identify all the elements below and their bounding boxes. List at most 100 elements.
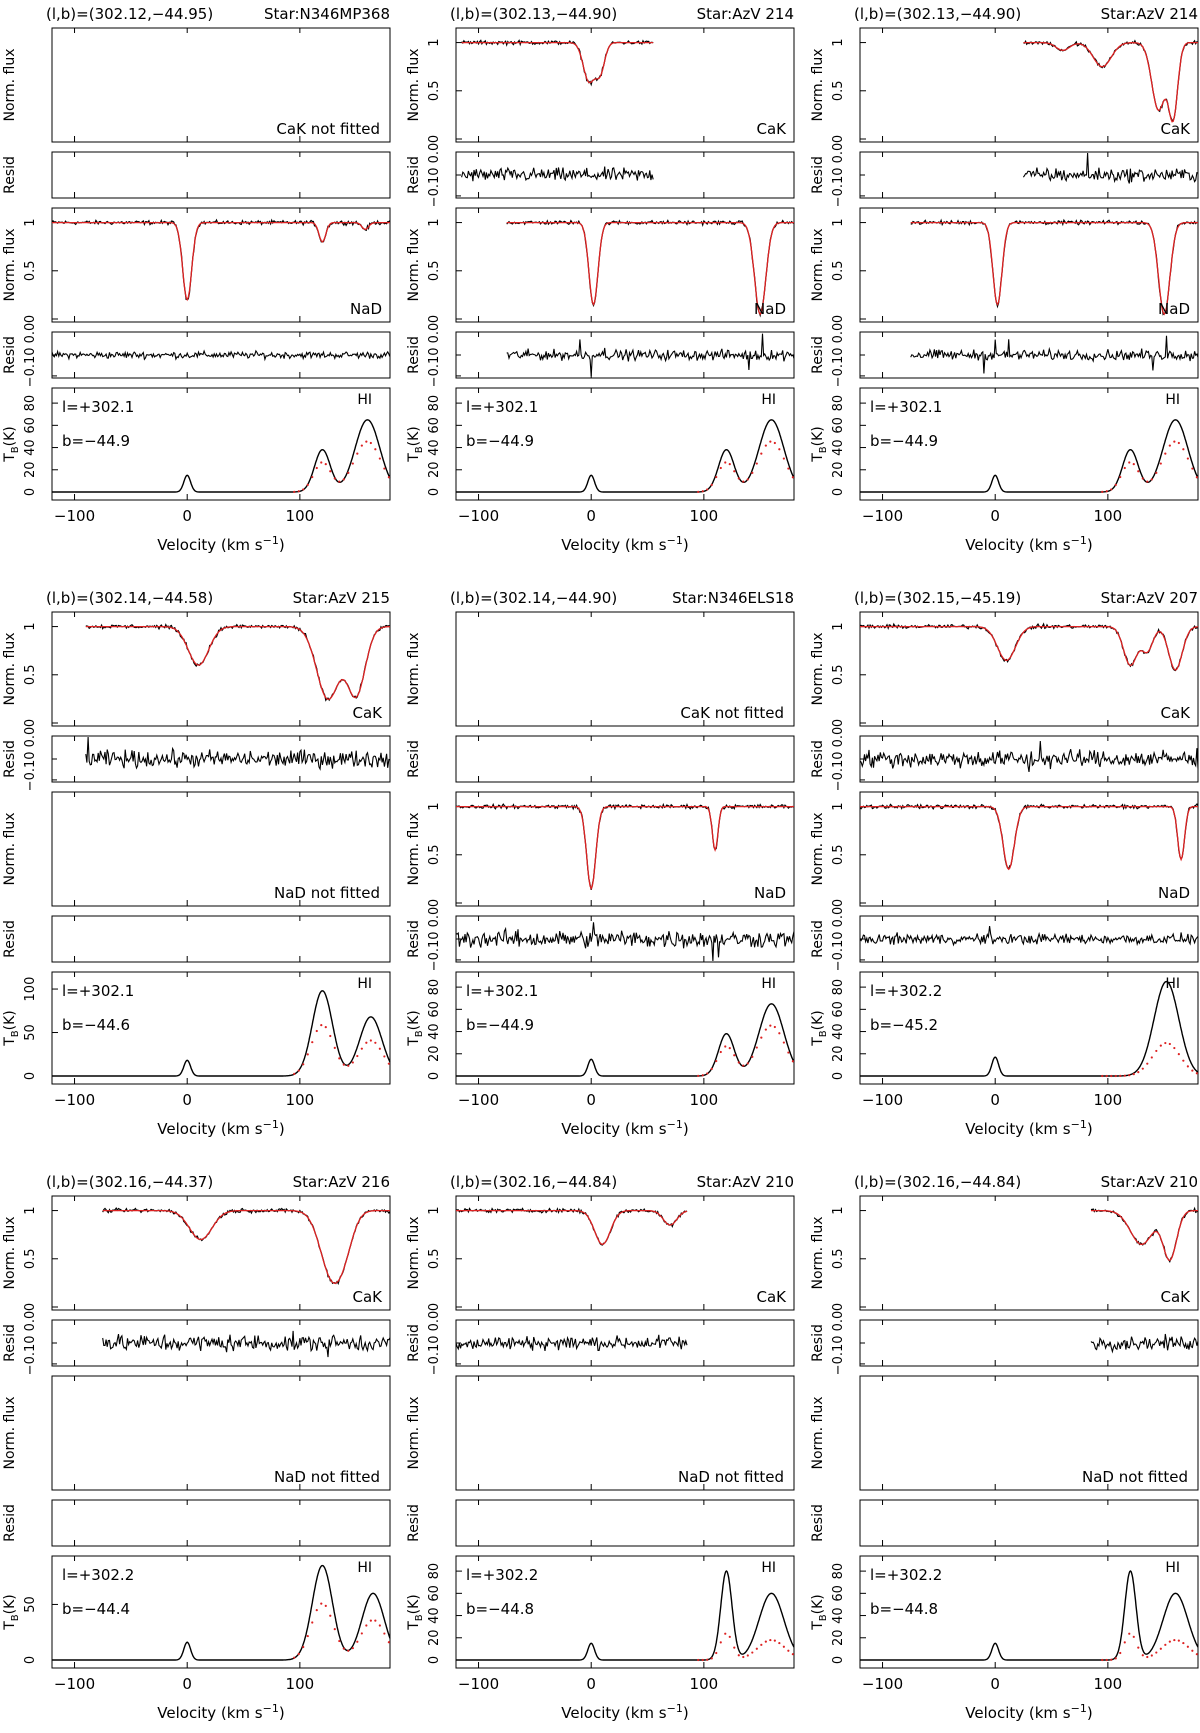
hi-model-dot bbox=[302, 1063, 305, 1066]
panel-star-name: Star:AzV 214 bbox=[1101, 5, 1198, 23]
hi-species-label: HI bbox=[357, 1560, 372, 1576]
nad-resid-ylabel: Resid bbox=[810, 1504, 826, 1542]
nad-flux-species-label: NaD bbox=[350, 300, 382, 318]
hi-model-dot bbox=[760, 1643, 763, 1646]
hi-frame bbox=[455, 387, 795, 501]
hi-model-dot bbox=[1132, 1635, 1135, 1638]
hi-model-dot bbox=[742, 1655, 745, 1659]
hi-model-dot bbox=[1110, 488, 1113, 491]
hi-ytick-label: 50 bbox=[23, 1024, 38, 1041]
hi-ytick-label: 60 bbox=[427, 1585, 442, 1602]
hi-model-dot bbox=[773, 1025, 776, 1029]
hi-ytick-label: 60 bbox=[427, 1001, 442, 1018]
hi-ytick-label: 40 bbox=[427, 439, 442, 456]
nad-resid-residual-line bbox=[51, 349, 391, 362]
nad-flux-frame bbox=[859, 1375, 1199, 1491]
hi-model-dot bbox=[769, 1024, 772, 1027]
nad-resid-ytick-labels: −0.10 0.0 bbox=[831, 323, 846, 388]
hi-model-dot bbox=[387, 476, 390, 479]
hi-model-dot bbox=[1123, 466, 1126, 470]
hi-model-dot bbox=[1168, 444, 1171, 447]
sightline-panel: (l,b)=(302.12,−44.95) Star:N346MP368 Norm.… bbox=[2, 5, 391, 554]
hi-ytick-label: 20 bbox=[427, 462, 442, 479]
hi-model-dot bbox=[315, 1029, 318, 1033]
nad-flux-observed-spectrum bbox=[51, 218, 391, 301]
hi-model-dot bbox=[769, 1638, 772, 1642]
x-tick-label: 0 bbox=[182, 507, 192, 525]
hi-model-dot bbox=[737, 477, 740, 480]
hi-model-dot bbox=[697, 490, 700, 493]
cak-resid-residual-line bbox=[461, 166, 654, 182]
cak-flux-fit-model bbox=[461, 41, 654, 84]
hi-model-dot bbox=[315, 1609, 318, 1612]
panel-coordinates: (l,b)=(302.12,−44.95) bbox=[46, 5, 213, 23]
x-tick-label: 0 bbox=[990, 1091, 1000, 1109]
hi-brightness-profile bbox=[456, 419, 795, 493]
hi-model-dot bbox=[360, 1047, 363, 1050]
hi-model-dot bbox=[742, 480, 745, 483]
hi-ytick-label: 60 bbox=[23, 417, 38, 434]
hi-l-label: l=+302.2 bbox=[870, 1566, 942, 1584]
hi-brightness-profile bbox=[456, 1003, 795, 1077]
hi-model-dot bbox=[715, 475, 718, 479]
cak-resid-ylabel: Resid bbox=[2, 1324, 18, 1362]
y-tick-label: 1 bbox=[427, 218, 442, 226]
hi-model-dot bbox=[778, 1641, 781, 1645]
hi-frame bbox=[859, 971, 1199, 1085]
hi-model-dot bbox=[1146, 1655, 1149, 1659]
hi-model-dot bbox=[342, 478, 345, 481]
cak-flux-fit-model bbox=[1091, 1209, 1198, 1262]
panel-star-name: Star:AzV 207 bbox=[1101, 589, 1198, 607]
y-tick-label: 1 bbox=[23, 218, 38, 226]
cak-resid-frame bbox=[51, 151, 391, 199]
hi-model-dot bbox=[1191, 467, 1194, 470]
hi-ytick-label: 40 bbox=[427, 1607, 442, 1624]
x-axis-label: Velocity (km s−1) bbox=[157, 534, 284, 554]
y-tick-label: 0.5 bbox=[427, 1248, 442, 1269]
hi-model-dot bbox=[746, 1062, 749, 1065]
cak-resid-ylabel: Resid bbox=[406, 740, 422, 778]
x-tick-label: 100 bbox=[690, 1091, 719, 1109]
nad-resid-ylabel: Resid bbox=[810, 920, 826, 958]
hi-model-dot bbox=[1110, 1074, 1113, 1078]
nad-flux-fit-model bbox=[506, 221, 794, 316]
hi-model-dot bbox=[733, 1646, 736, 1649]
cak-flux-species-label: CaK bbox=[1160, 704, 1191, 722]
cak-flux-ylabel: Norm. flux bbox=[406, 632, 422, 705]
cak-flux-not-fitted-label: CaK not fitted bbox=[276, 120, 380, 138]
hi-model-dot bbox=[320, 1024, 323, 1027]
hi-model-dot bbox=[782, 457, 785, 460]
hi-model-dot bbox=[1114, 483, 1117, 486]
y-tick-label: 1 bbox=[427, 802, 442, 810]
hi-ytick-label: 0 bbox=[831, 1072, 846, 1080]
hi-model-dot bbox=[365, 1624, 368, 1627]
cak-flux-species-label: CaK bbox=[1160, 1288, 1191, 1306]
hi-model-dot bbox=[710, 1067, 713, 1070]
hi-model-dot bbox=[333, 477, 336, 480]
y-tick-label: 0.5 bbox=[831, 664, 846, 685]
cak-resid-ytick-labels: −0.10 0.0 bbox=[427, 143, 442, 208]
nad-flux-ylabel: Norm. flux bbox=[406, 228, 422, 301]
hi-model-dot bbox=[1132, 1073, 1135, 1076]
hi-ytick-label: 50 bbox=[23, 1596, 38, 1613]
hi-model-dot bbox=[1191, 1069, 1194, 1072]
nad-flux-frame bbox=[51, 1375, 391, 1491]
hi-model-dot bbox=[1150, 478, 1153, 481]
hi-model-dot bbox=[1159, 462, 1162, 465]
cak-flux-frame bbox=[455, 611, 795, 727]
hi-model-dot bbox=[710, 483, 713, 486]
nad-resid-ylabel: Resid bbox=[810, 336, 826, 374]
hi-model-dot bbox=[351, 462, 354, 465]
cak-flux-frame bbox=[455, 27, 795, 143]
hi-model-dot bbox=[383, 467, 386, 470]
nad-flux-fit-model bbox=[910, 221, 1198, 316]
hi-model-dot bbox=[737, 1061, 740, 1064]
hi-ytick-label: 0 bbox=[23, 1656, 38, 1664]
nad-resid-ylabel: Resid bbox=[2, 920, 18, 958]
nad-flux-frame bbox=[455, 207, 795, 323]
hi-model-dot bbox=[356, 452, 359, 455]
nad-flux-fit-model bbox=[52, 221, 390, 302]
panel-star-name: Star:AzV 216 bbox=[293, 1173, 390, 1191]
hi-l-label: l=+302.2 bbox=[466, 1566, 538, 1584]
nad-flux-species-label: NaD bbox=[754, 300, 786, 318]
